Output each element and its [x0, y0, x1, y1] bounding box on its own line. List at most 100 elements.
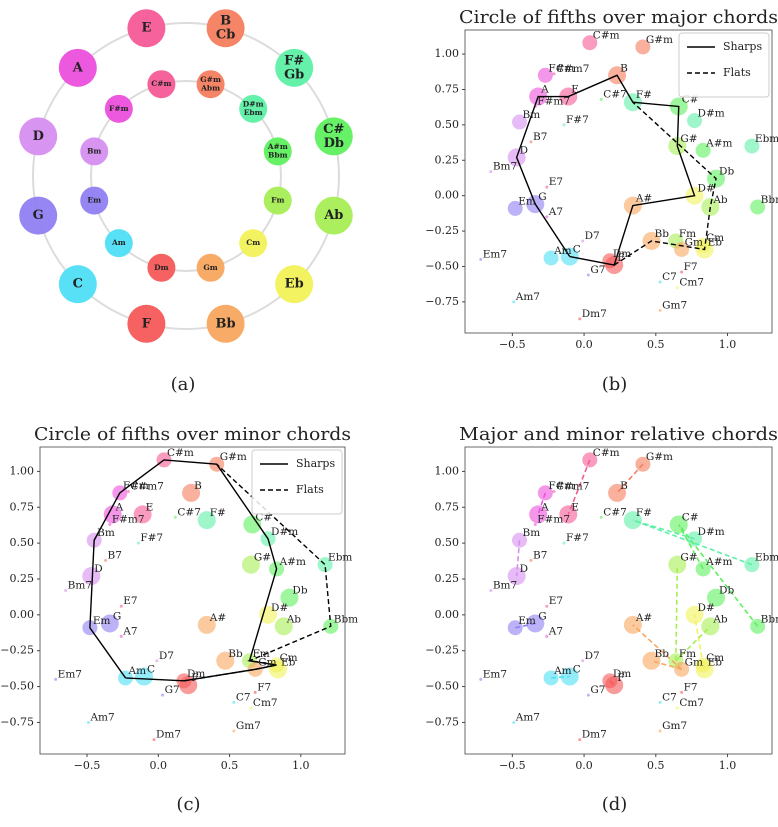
major-chord-node — [206, 9, 245, 48]
chord-label: C#7 — [603, 506, 627, 518]
chord-point — [586, 693, 590, 697]
chord-label: D7 — [585, 230, 600, 242]
y-tick-label: −0.25 — [425, 224, 459, 237]
chord-point — [197, 511, 216, 530]
chord-label: G# — [254, 552, 271, 564]
y-tick-label: 1.00 — [10, 464, 35, 477]
chord-label: B — [620, 480, 628, 492]
chord-label: Fm — [679, 228, 696, 240]
chord-point — [512, 720, 516, 724]
major-chord-node — [314, 196, 353, 235]
relative-line — [515, 622, 536, 629]
minor-chord-label: Abm — [200, 83, 220, 92]
chord-point — [155, 659, 159, 663]
chord-label: Bbm — [761, 613, 778, 625]
minor-chord-label: Cm — [246, 238, 260, 247]
chord-label: Ebm — [755, 552, 778, 564]
chord-label: Dm7 — [156, 729, 181, 741]
x-tick-label: 0.5 — [647, 338, 665, 351]
chord-label: Cm7 — [679, 277, 704, 289]
y-tick-label: −0.75 — [425, 295, 459, 308]
chord-label: Em — [518, 615, 536, 627]
minor-chord-label: Gm — [203, 263, 217, 272]
chord-label: E — [146, 501, 154, 513]
panel-title: Circle of fifths over minor chords — [34, 424, 351, 445]
chord-label: F — [617, 252, 624, 264]
major-chord-node — [275, 265, 314, 304]
legend-label: Sharps — [723, 40, 762, 53]
y-tick-label: 0.50 — [10, 536, 35, 549]
chord-label: Dm — [187, 668, 205, 680]
chord-label: A# — [209, 612, 226, 624]
chord-point — [642, 651, 661, 670]
relative-line — [537, 492, 547, 515]
chord-point — [545, 185, 549, 189]
chord-point — [658, 308, 662, 312]
chord-label: F#7 — [566, 114, 589, 126]
chord-point — [479, 677, 483, 681]
y-tick-label: 0.00 — [10, 608, 35, 621]
relative-line — [693, 614, 704, 666]
chord-label: F — [191, 672, 198, 684]
chord-label: Gm — [258, 656, 276, 668]
chord-label: C#m7 — [556, 63, 589, 75]
major-chord-node — [58, 48, 97, 87]
chord-label: A7 — [548, 625, 563, 637]
chord-label: D# — [698, 602, 715, 614]
chord-point — [249, 706, 253, 710]
major-chord-label: F — [142, 316, 152, 331]
major-chord-label: Cb — [216, 28, 235, 43]
chord-point — [581, 659, 585, 663]
minor-chord-label: G#m — [200, 75, 221, 84]
relative-line — [675, 625, 711, 662]
chord-label: D# — [698, 183, 715, 195]
chord-label: C#7 — [177, 506, 201, 518]
chord-label: F#m7 — [537, 95, 570, 107]
progression-line — [183, 463, 332, 682]
relative-line — [609, 680, 615, 686]
chord-label: Em7 — [58, 668, 82, 680]
major-chord-node — [127, 9, 166, 48]
chord-label: C#m7 — [130, 480, 163, 492]
minor-chord-node — [263, 186, 292, 215]
chord-label: Cm — [706, 232, 724, 244]
major-chord-label: Eb — [285, 277, 304, 292]
chord-point — [529, 140, 533, 144]
chord-label: Bb — [228, 648, 243, 660]
major-chord-node — [19, 117, 58, 156]
y-tick-label: −0.75 — [0, 715, 34, 728]
chord-point — [675, 286, 679, 290]
chord-label: D#m — [698, 108, 725, 120]
relative-line — [515, 540, 521, 577]
relative-line — [567, 459, 591, 515]
chord-label: D#m — [271, 526, 298, 538]
chord-label: A — [540, 501, 549, 513]
relative-line — [702, 664, 706, 670]
minor-chord-node — [196, 253, 225, 282]
chord-label: A# — [635, 612, 652, 624]
chord-label: C — [147, 664, 155, 676]
chord-point — [599, 515, 603, 519]
chord-label: Gm — [685, 656, 703, 668]
chord-point — [152, 738, 156, 742]
chord-point — [744, 138, 760, 154]
chord-point — [126, 489, 130, 493]
chord-label: A — [540, 84, 549, 96]
y-tick-label: 1.00 — [435, 464, 460, 477]
chord-label: G — [538, 191, 546, 203]
minor-chord-label: Ebm — [244, 108, 263, 117]
major-chord-node — [206, 304, 245, 343]
chord-point — [86, 720, 90, 724]
minor-chord-label: Bbm — [268, 151, 288, 160]
chord-label: Am7 — [515, 291, 540, 303]
relative-line — [651, 659, 682, 671]
y-tick-label: −0.75 — [425, 715, 459, 728]
chord-label: G#m — [220, 451, 247, 463]
major-chord-label: C — [73, 277, 83, 292]
chord-point — [599, 97, 603, 101]
chord-label: G#m — [646, 34, 673, 46]
chord-label: D — [520, 144, 528, 156]
chord-label: F#m — [548, 480, 574, 492]
chord-point — [507, 200, 523, 216]
axes-frame — [39, 446, 346, 755]
